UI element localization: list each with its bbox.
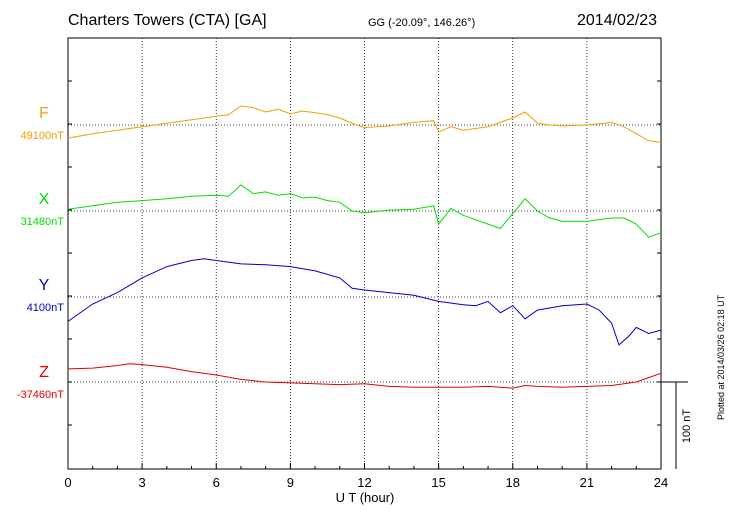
x-tick-labels: 0 3 6 9 12 15 18 21 24 [64,475,668,490]
component-traces [67,105,662,389]
trace-f [67,105,662,143]
x-tick-label: 12 [357,475,371,490]
trace-z [67,363,662,389]
x-tick-label: 9 [287,475,294,490]
baseline-value-f: 49100nT [21,130,65,142]
baseline-value-x: 31480nT [21,216,65,228]
x-tick-label: 18 [506,475,520,490]
baseline-value-z: -37460nT [17,389,64,401]
x-tick-label: 0 [64,475,71,490]
station-coordinates: GG (-20.09°, 146.26°) [368,17,476,29]
component-letter-z: Z [39,364,49,381]
x-tick-label: 24 [654,475,668,490]
trace-y [67,258,662,346]
x-tick-label: 6 [213,475,220,490]
x-tick-label: 3 [139,475,146,490]
component-letter-f: F [39,105,49,122]
component-labels: F 49100nT X 31480nT Y 4100nT Z -37460nT [17,105,64,401]
chart-date: 2014/02/23 [577,12,658,29]
component-letter-y: Y [39,277,50,294]
scale-bar-label: 100 nT [681,409,693,444]
x-tick-label: 15 [431,475,445,490]
chart-title: Charters Towers (CTA) [GA] [68,12,267,29]
axis-ticks [67,80,662,469]
x-axis-label: U T (hour) [336,490,395,505]
x-tick-label: 21 [580,475,594,490]
trace-x [67,184,662,238]
baseline-value-y: 4100nT [27,302,65,314]
component-letter-x: X [39,191,50,208]
grid-lines [68,38,661,469]
scale-bar: 100 nT [661,381,693,469]
